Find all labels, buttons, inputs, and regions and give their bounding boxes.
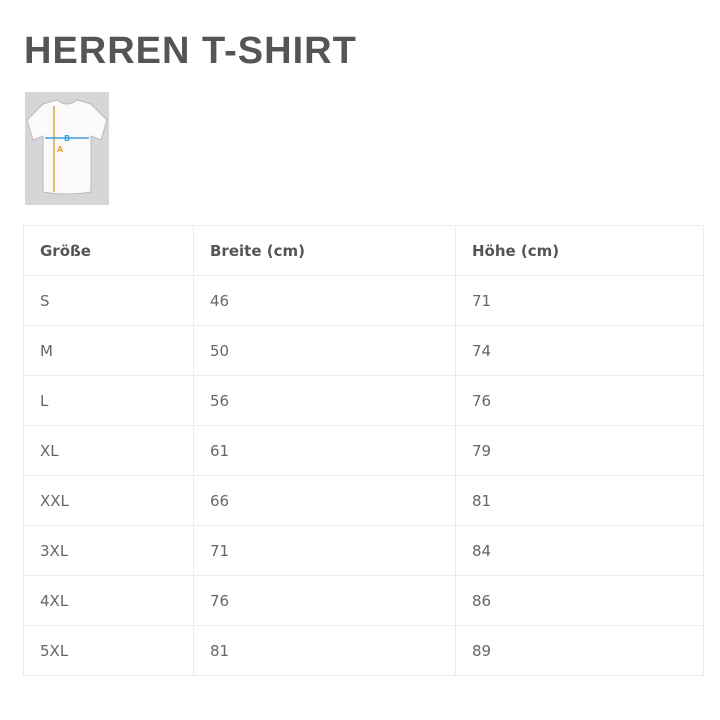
height-cell: 79 [455, 425, 704, 476]
width-cell: 46 [193, 275, 456, 326]
table-row: L 56 76 [23, 375, 704, 426]
width-cell: 56 [193, 375, 456, 426]
size-cell: 5XL [23, 625, 194, 676]
table-header: Größe Breite (cm) Höhe (cm) [23, 225, 704, 276]
header-size: Größe [23, 225, 194, 276]
size-cell: XL [23, 425, 194, 476]
table-row: 5XL 81 89 [23, 625, 704, 676]
width-cell: 66 [193, 475, 456, 526]
table-row: XXL 66 81 [23, 475, 704, 526]
page-title: HERREN T-SHIRT [24, 30, 357, 72]
table-row: 4XL 76 86 [23, 575, 704, 626]
size-cell: S [23, 275, 194, 326]
size-cell: 3XL [23, 525, 194, 576]
table-row: S 46 71 [23, 275, 704, 326]
height-cell: 71 [455, 275, 704, 326]
width-cell: 61 [193, 425, 456, 476]
table-row: 3XL 71 84 [23, 525, 704, 576]
table-row: M 50 74 [23, 325, 704, 376]
size-table: Größe Breite (cm) Höhe (cm) S 46 71 M 50 74 L 5… [23, 225, 704, 676]
width-cell: 71 [193, 525, 456, 576]
height-cell: 74 [455, 325, 704, 376]
width-cell: 81 [193, 625, 456, 676]
height-label: A [57, 145, 64, 154]
header-width: Breite (cm) [193, 225, 456, 276]
width-label: B [64, 134, 70, 143]
height-cell: 81 [455, 475, 704, 526]
height-cell: 84 [455, 525, 704, 576]
height-cell: 89 [455, 625, 704, 676]
height-cell: 76 [455, 375, 704, 426]
size-cell: L [23, 375, 194, 426]
size-cell: XXL [23, 475, 194, 526]
height-cell: 86 [455, 575, 704, 626]
size-cell: M [23, 325, 194, 376]
header-height: Höhe (cm) [455, 225, 704, 276]
table-row: XL 61 79 [23, 425, 704, 476]
width-cell: 76 [193, 575, 456, 626]
size-cell: 4XL [23, 575, 194, 626]
width-cell: 50 [193, 325, 456, 376]
tshirt-size-diagram: B A [25, 92, 109, 205]
